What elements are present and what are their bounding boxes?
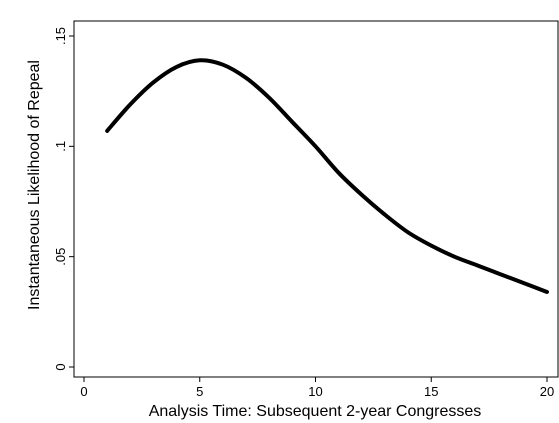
x-axis-label: Analysis Time: Subsequent 2-year Congres… <box>149 403 482 420</box>
x-tick-label: 15 <box>424 384 438 399</box>
x-axis: 0 5 10 15 20 <box>80 377 554 399</box>
x-tick-label: 20 <box>540 384 554 399</box>
x-tick-label: 5 <box>196 384 203 399</box>
y-tick-label: .05 <box>53 248 68 266</box>
series-line <box>105 58 549 294</box>
x-tick-label: 10 <box>308 384 322 399</box>
plot-frame <box>73 20 559 378</box>
series-group <box>105 58 549 294</box>
y-axis: 0 .05 .1 .15 <box>53 27 74 371</box>
y-tick-label: .15 <box>53 27 68 45</box>
y-tick-label: .1 <box>53 141 68 152</box>
y-axis-label: Instantaneous Likelihood of Repeal <box>26 60 43 310</box>
x-tick-label: 0 <box>80 384 87 399</box>
y-tick-label: 0 <box>53 363 68 370</box>
